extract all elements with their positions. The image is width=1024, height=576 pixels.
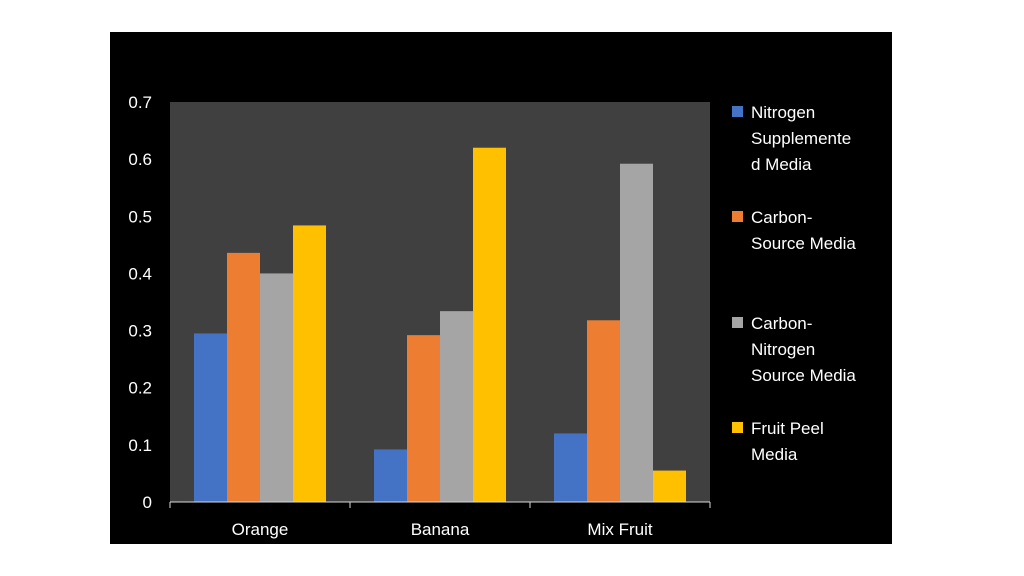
legend-swatch (732, 211, 743, 222)
bar-fruit-peel-media-banana (473, 147, 506, 502)
bar-carbon-source-media-orange (227, 252, 260, 502)
legend-swatch (732, 422, 743, 433)
y-tick-label: 0.7 (128, 93, 152, 112)
x-axis: Orange Banana Mix Fruit (169, 502, 711, 539)
bar-fruit-peel-media-mix-fruit (653, 470, 686, 502)
bar-carbon-nitrogen-source-media-orange (260, 273, 293, 502)
bar-carbon-nitrogen-source-media-banana (440, 311, 473, 502)
y-tick-label: 0.1 (128, 436, 152, 455)
legend-swatch (732, 317, 743, 328)
legend-label: Fruit Peel Media (751, 419, 824, 464)
bar-chart: 0 0.1 0.2 0.3 0.4 0.5 0.6 0.7 Orange Banana Mix F… (128, 93, 711, 539)
legend: Nitrogen Supplemente d Media Carbon- Source … (732, 32, 892, 544)
bar-nitrogen-supplemente-d-media-banana (374, 449, 407, 502)
x-category-label: Banana (411, 520, 470, 539)
legend-label: Carbon- Source Media (751, 208, 856, 253)
y-tick-label: 0.2 (128, 379, 152, 398)
y-tick-label: 0.6 (128, 150, 152, 169)
bar-fruit-peel-media-orange (293, 225, 326, 502)
y-axis: 0 0.1 0.2 0.3 0.4 0.5 0.6 0.7 (128, 93, 152, 512)
bar-carbon-nitrogen-source-media-mix-fruit (620, 163, 653, 502)
y-tick-label: 0.5 (128, 207, 152, 226)
y-tick-label: 0.3 (128, 322, 152, 341)
bar-nitrogen-supplemente-d-media-orange (194, 333, 227, 502)
bars (194, 147, 686, 502)
bar-carbon-source-media-banana (407, 335, 440, 502)
bar-nitrogen-supplemente-d-media-mix-fruit (554, 433, 587, 502)
legend-label: Nitrogen Supplemente d Media (751, 103, 852, 174)
chart-area: 0 0.1 0.2 0.3 0.4 0.5 0.6 0.7 Orange Banana Mix F… (110, 32, 892, 544)
legend-label: Carbon- Nitrogen Source Media (751, 314, 856, 385)
legend-swatch (732, 106, 743, 117)
x-category-label: Orange (232, 520, 289, 539)
y-tick-label: 0 (143, 493, 152, 512)
y-tick-label: 0.4 (128, 264, 152, 283)
bar-carbon-source-media-mix-fruit (587, 320, 620, 502)
x-category-label: Mix Fruit (587, 520, 652, 539)
